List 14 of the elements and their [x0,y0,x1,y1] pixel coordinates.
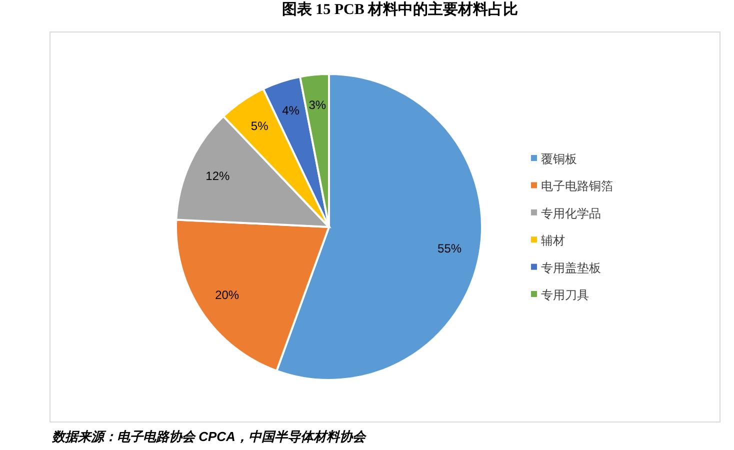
legend-label: 电子电路铜箔 [541,179,613,194]
data-label: 3% [308,98,326,112]
source-note: 数据来源：电子电路协会 CPCA，中国半导体材料协会 [51,429,368,444]
legend-label: 辅材 [541,234,565,248]
legend-label: 专用刀具 [541,288,589,302]
data-label: 5% [250,119,269,134]
chart-title: 图表 15 PCB 材料中的主要材料占比 [282,0,518,18]
legend-label: 覆铜板 [541,152,577,166]
data-label: 20% [215,288,240,302]
legend-label: 专用化学品 [541,206,601,220]
legend-label: 专用盖垫板 [541,260,601,275]
data-label: 55% [438,241,462,256]
data-label: 12% [206,169,230,184]
data-label: 4% [282,104,300,118]
